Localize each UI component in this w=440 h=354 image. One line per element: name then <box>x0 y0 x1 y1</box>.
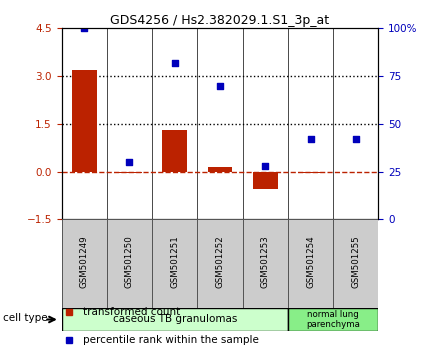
Title: GDS4256 / Hs2.382029.1.S1_3p_at: GDS4256 / Hs2.382029.1.S1_3p_at <box>110 14 330 27</box>
Bar <box>152 219 198 308</box>
Bar <box>62 308 288 331</box>
Point <box>307 136 314 142</box>
Bar <box>198 219 242 308</box>
Text: percentile rank within the sample: percentile rank within the sample <box>83 335 259 345</box>
Bar <box>107 219 152 308</box>
Bar <box>242 219 288 308</box>
Text: GSM501252: GSM501252 <box>216 235 224 289</box>
Point <box>262 163 269 169</box>
Bar <box>298 172 323 173</box>
Text: GSM501254: GSM501254 <box>306 235 315 289</box>
Text: normal lung
parenchyma: normal lung parenchyma <box>306 310 360 329</box>
Point <box>171 60 178 65</box>
Text: caseous TB granulomas: caseous TB granulomas <box>113 314 237 325</box>
Bar <box>72 70 97 172</box>
Text: transformed count: transformed count <box>83 307 180 317</box>
Bar <box>333 219 378 308</box>
Point <box>126 159 133 165</box>
Point <box>352 136 359 142</box>
Text: GSM501250: GSM501250 <box>125 235 134 289</box>
Bar <box>208 167 232 172</box>
Bar <box>288 308 378 331</box>
Bar <box>117 172 142 173</box>
Text: cell type: cell type <box>3 313 48 323</box>
Bar <box>162 130 187 172</box>
Text: GSM501253: GSM501253 <box>261 235 270 289</box>
Text: GSM501255: GSM501255 <box>351 235 360 289</box>
Bar <box>288 219 333 308</box>
Text: GSM501249: GSM501249 <box>80 236 89 288</box>
Point <box>81 25 88 31</box>
Point <box>216 83 224 88</box>
Text: GSM501251: GSM501251 <box>170 235 179 289</box>
Bar <box>62 219 107 308</box>
Bar <box>253 172 278 189</box>
